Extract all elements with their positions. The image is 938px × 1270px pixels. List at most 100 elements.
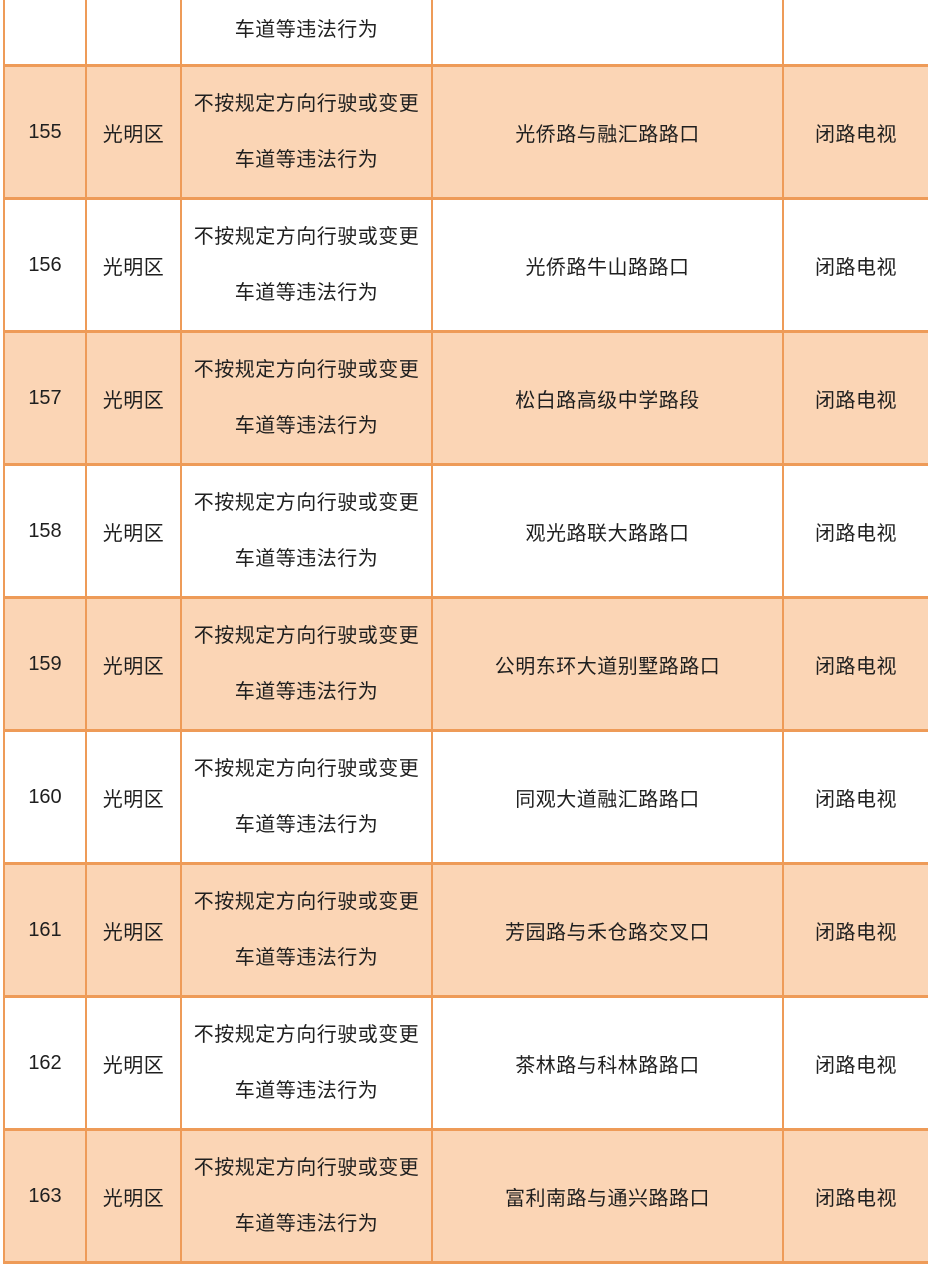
district-label: 光明区	[102, 389, 165, 412]
violation-text-line2: 车道等违法行为	[234, 1080, 379, 1102]
cell-row-number: 158	[5, 466, 85, 596]
violation-text-line2: 车道等违法行为	[234, 947, 379, 969]
cell-row-number: 160	[5, 732, 85, 862]
location-label: 富利南路与通兴路路口	[505, 1187, 710, 1210]
violation-text-line1: 不按规定方向行驶或变更	[193, 891, 420, 913]
cell-violation-partial: 车道等违法行为	[182, 0, 431, 64]
violation-text-line1: 不按规定方向行驶或变更	[193, 1157, 420, 1179]
cell-violation: 不按规定方向行驶或变更 车道等违法行为	[182, 67, 431, 197]
cell-violation: 不按规定方向行驶或变更 车道等违法行为	[182, 865, 431, 995]
location-label: 同观大道融汇路路口	[515, 788, 700, 811]
cell-violation: 不按规定方向行驶或变更 车道等违法行为	[182, 466, 431, 596]
row-number: 161	[28, 918, 62, 941]
cell-row-number: 157	[5, 333, 85, 463]
violation-text-line1: 不按规定方向行驶或变更	[193, 758, 420, 780]
method-label: 闭路电视	[815, 522, 897, 545]
district-label: 光明区	[102, 1187, 165, 1210]
method-label: 闭路电视	[815, 256, 897, 279]
cell-violation: 不按规定方向行驶或变更 车道等违法行为	[182, 200, 431, 330]
cell-district: 光明区	[87, 333, 180, 463]
district-label: 光明区	[102, 1054, 165, 1077]
row-number: 155	[28, 120, 62, 143]
violation-text-line2: 车道等违法行为	[234, 1213, 379, 1235]
location-label: 公明东环大道别墅路路口	[494, 655, 721, 678]
violation-text-line1: 不按规定方向行驶或变更	[193, 625, 420, 647]
cell-no-partial	[5, 0, 85, 64]
violation-text-line2: 车道等违法行为	[234, 19, 379, 41]
cell-location: 松白路高级中学路段	[433, 333, 782, 463]
cell-district: 光明区	[87, 200, 180, 330]
cell-row-number: 161	[5, 865, 85, 995]
location-label: 芳园路与禾仓路交叉口	[505, 921, 710, 944]
violation-text-line2: 车道等违法行为	[234, 149, 379, 171]
cell-district: 光明区	[87, 67, 180, 197]
cell-location: 光侨路牛山路路口	[433, 200, 782, 330]
method-label: 闭路电视	[815, 921, 897, 944]
violation-text-line2: 车道等违法行为	[234, 415, 379, 437]
violation-camera-table: 车道等违法行为 155 光明区 不按规定方向行驶或变更 车道等违法行为 光侨路与融汇路路…	[3, 0, 928, 1264]
location-label: 光侨路牛山路路口	[525, 256, 690, 279]
cell-method: 闭路电视	[784, 998, 928, 1128]
row-number: 163	[28, 1184, 62, 1207]
row-number: 157	[28, 386, 62, 409]
row-number: 156	[28, 253, 62, 276]
cell-location: 同观大道融汇路路口	[433, 732, 782, 862]
cell-method: 闭路电视	[784, 1131, 928, 1261]
row-number: 158	[28, 519, 62, 542]
cell-row-number: 162	[5, 998, 85, 1128]
cell-district: 光明区	[87, 865, 180, 995]
district-label: 光明区	[102, 921, 165, 944]
cell-district: 光明区	[87, 998, 180, 1128]
cell-method: 闭路电视	[784, 200, 928, 330]
cell-row-number: 155	[5, 67, 85, 197]
district-label: 光明区	[102, 123, 165, 146]
cell-district: 光明区	[87, 466, 180, 596]
cell-method-partial	[784, 0, 928, 64]
method-label: 闭路电视	[815, 655, 897, 678]
location-label: 光侨路与融汇路路口	[515, 123, 700, 146]
violation-text-line2: 车道等违法行为	[234, 681, 379, 703]
method-label: 闭路电视	[815, 1187, 897, 1210]
violation-text-line1: 不按规定方向行驶或变更	[193, 492, 420, 514]
cell-location: 芳园路与禾仓路交叉口	[433, 865, 782, 995]
district-label: 光明区	[102, 788, 165, 811]
violation-text-line2: 车道等违法行为	[234, 548, 379, 570]
violation-text-line1: 不按规定方向行驶或变更	[193, 226, 420, 248]
cell-method: 闭路电视	[784, 67, 928, 197]
cell-location: 光侨路与融汇路路口	[433, 67, 782, 197]
cell-row-number: 159	[5, 599, 85, 729]
violation-text-line1: 不按规定方向行驶或变更	[193, 359, 420, 381]
cell-violation: 不按规定方向行驶或变更 车道等违法行为	[182, 732, 431, 862]
cell-location: 富利南路与通兴路路口	[433, 1131, 782, 1261]
cell-method: 闭路电视	[784, 732, 928, 862]
district-label: 光明区	[102, 655, 165, 678]
cell-district: 光明区	[87, 732, 180, 862]
cell-location-partial	[433, 0, 782, 64]
row-number: 162	[28, 1051, 62, 1074]
cell-row-number: 163	[5, 1131, 85, 1261]
cell-method: 闭路电视	[784, 333, 928, 463]
cell-method: 闭路电视	[784, 466, 928, 596]
location-label: 观光路联大路路口	[525, 522, 690, 545]
district-label: 光明区	[102, 256, 165, 279]
cell-violation: 不按规定方向行驶或变更 车道等违法行为	[182, 1131, 431, 1261]
row-number: 160	[28, 785, 62, 808]
location-label: 茶林路与科林路路口	[515, 1054, 700, 1077]
violation-text-line1: 不按规定方向行驶或变更	[193, 1024, 420, 1046]
cell-violation: 不按规定方向行驶或变更 车道等违法行为	[182, 333, 431, 463]
cell-location: 茶林路与科林路路口	[433, 998, 782, 1128]
district-label: 光明区	[102, 522, 165, 545]
violation-text-line2: 车道等违法行为	[234, 282, 379, 304]
method-label: 闭路电视	[815, 389, 897, 412]
cell-row-number: 156	[5, 200, 85, 330]
row-number: 159	[28, 652, 62, 675]
method-label: 闭路电视	[815, 788, 897, 811]
cell-method: 闭路电视	[784, 865, 928, 995]
cell-violation: 不按规定方向行驶或变更 车道等违法行为	[182, 599, 431, 729]
method-label: 闭路电视	[815, 1054, 897, 1077]
cell-violation: 不按规定方向行驶或变更 车道等违法行为	[182, 998, 431, 1128]
cell-method: 闭路电视	[784, 599, 928, 729]
location-label: 松白路高级中学路段	[515, 389, 700, 412]
method-label: 闭路电视	[815, 123, 897, 146]
cell-location: 公明东环大道别墅路路口	[433, 599, 782, 729]
